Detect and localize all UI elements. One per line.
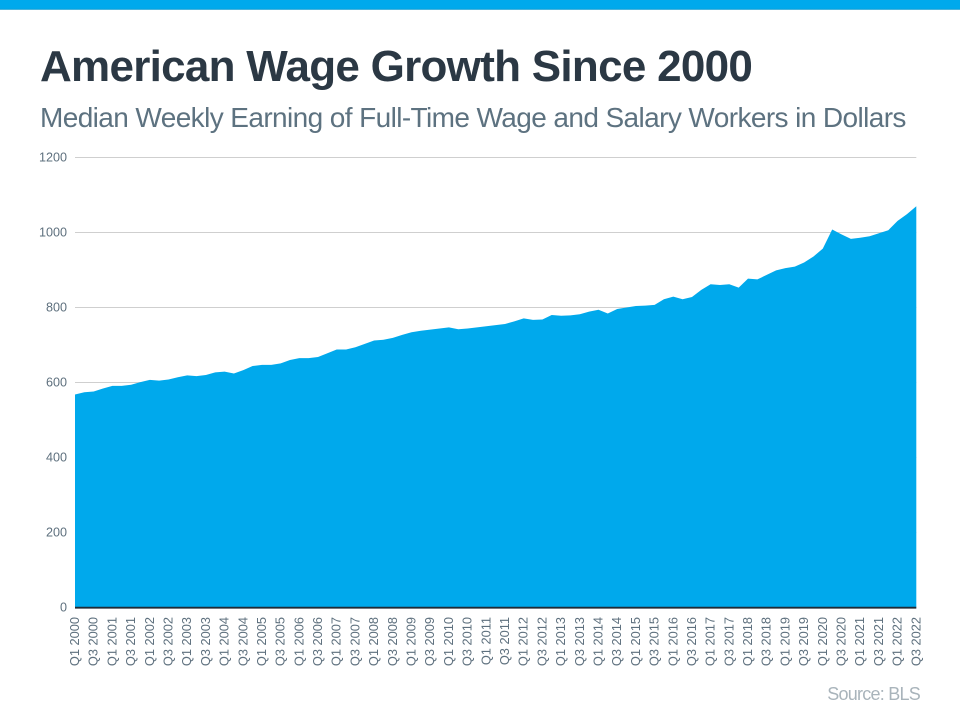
- svg-text:200: 200: [46, 526, 67, 540]
- svg-text:Q3 2020: Q3 2020: [834, 617, 849, 666]
- svg-text:0: 0: [60, 601, 67, 615]
- svg-text:Q3 2009: Q3 2009: [422, 617, 437, 666]
- svg-text:Q1 2022: Q1 2022: [890, 617, 905, 666]
- svg-text:Q3 2017: Q3 2017: [721, 617, 736, 666]
- svg-text:Q3 2000: Q3 2000: [86, 617, 101, 666]
- svg-text:Q3 2004: Q3 2004: [235, 617, 250, 666]
- svg-text:Q3 2016: Q3 2016: [684, 617, 699, 666]
- svg-text:Q3 2003: Q3 2003: [198, 617, 213, 666]
- svg-text:Q3 2006: Q3 2006: [310, 617, 325, 666]
- svg-text:Q1 2010: Q1 2010: [441, 617, 456, 666]
- svg-text:Q1 2000: Q1 2000: [67, 617, 82, 666]
- svg-text:Q1 2020: Q1 2020: [815, 617, 830, 666]
- svg-text:600: 600: [46, 376, 67, 390]
- svg-text:Q1 2017: Q1 2017: [703, 617, 718, 666]
- svg-text:Q3 2014: Q3 2014: [609, 617, 624, 666]
- svg-text:Q1 2007: Q1 2007: [329, 617, 344, 666]
- svg-text:Q1 2011: Q1 2011: [478, 617, 493, 665]
- svg-text:Q3 2010: Q3 2010: [460, 617, 475, 666]
- svg-text:Q3 2022: Q3 2022: [908, 617, 923, 666]
- svg-text:Q3 2002: Q3 2002: [161, 617, 176, 666]
- svg-text:Q1 2018: Q1 2018: [740, 617, 755, 666]
- svg-text:Q3 2001: Q3 2001: [123, 617, 138, 666]
- svg-text:Q1 2004: Q1 2004: [217, 617, 232, 666]
- svg-text:Q3 2005: Q3 2005: [273, 617, 288, 666]
- svg-text:Q1 2015: Q1 2015: [628, 617, 643, 666]
- svg-text:Q1 2016: Q1 2016: [665, 617, 680, 666]
- svg-text:Q1 2014: Q1 2014: [591, 617, 606, 666]
- svg-text:Q3 2015: Q3 2015: [647, 617, 662, 666]
- svg-text:Q3 2019: Q3 2019: [796, 617, 811, 666]
- svg-text:Q1 2021: Q1 2021: [852, 617, 867, 666]
- svg-text:Q3 2013: Q3 2013: [572, 617, 587, 666]
- svg-text:Q1 2002: Q1 2002: [142, 617, 157, 666]
- svg-text:Q1 2019: Q1 2019: [777, 617, 792, 666]
- svg-text:Q1 2001: Q1 2001: [104, 617, 119, 666]
- svg-text:Q3 2007: Q3 2007: [347, 617, 362, 666]
- svg-text:Q3 2008: Q3 2008: [385, 617, 400, 666]
- svg-text:Q3 2012: Q3 2012: [534, 617, 549, 666]
- svg-text:Q1 2012: Q1 2012: [516, 617, 531, 666]
- svg-text:800: 800: [46, 301, 67, 315]
- svg-text:Q3 2011: Q3 2011: [497, 617, 512, 665]
- svg-text:Q1 2006: Q1 2006: [291, 617, 306, 666]
- svg-text:Q3 2018: Q3 2018: [759, 617, 774, 666]
- svg-text:Q3 2021: Q3 2021: [871, 617, 886, 666]
- svg-text:Q1 2009: Q1 2009: [404, 617, 419, 666]
- svg-text:Q1 2008: Q1 2008: [366, 617, 381, 666]
- svg-text:Q1 2013: Q1 2013: [553, 617, 568, 666]
- svg-text:400: 400: [46, 451, 67, 465]
- svg-text:1000: 1000: [39, 226, 67, 240]
- svg-text:Q1 2005: Q1 2005: [254, 617, 269, 666]
- svg-text:1200: 1200: [39, 151, 67, 165]
- svg-text:Q1 2003: Q1 2003: [179, 617, 194, 666]
